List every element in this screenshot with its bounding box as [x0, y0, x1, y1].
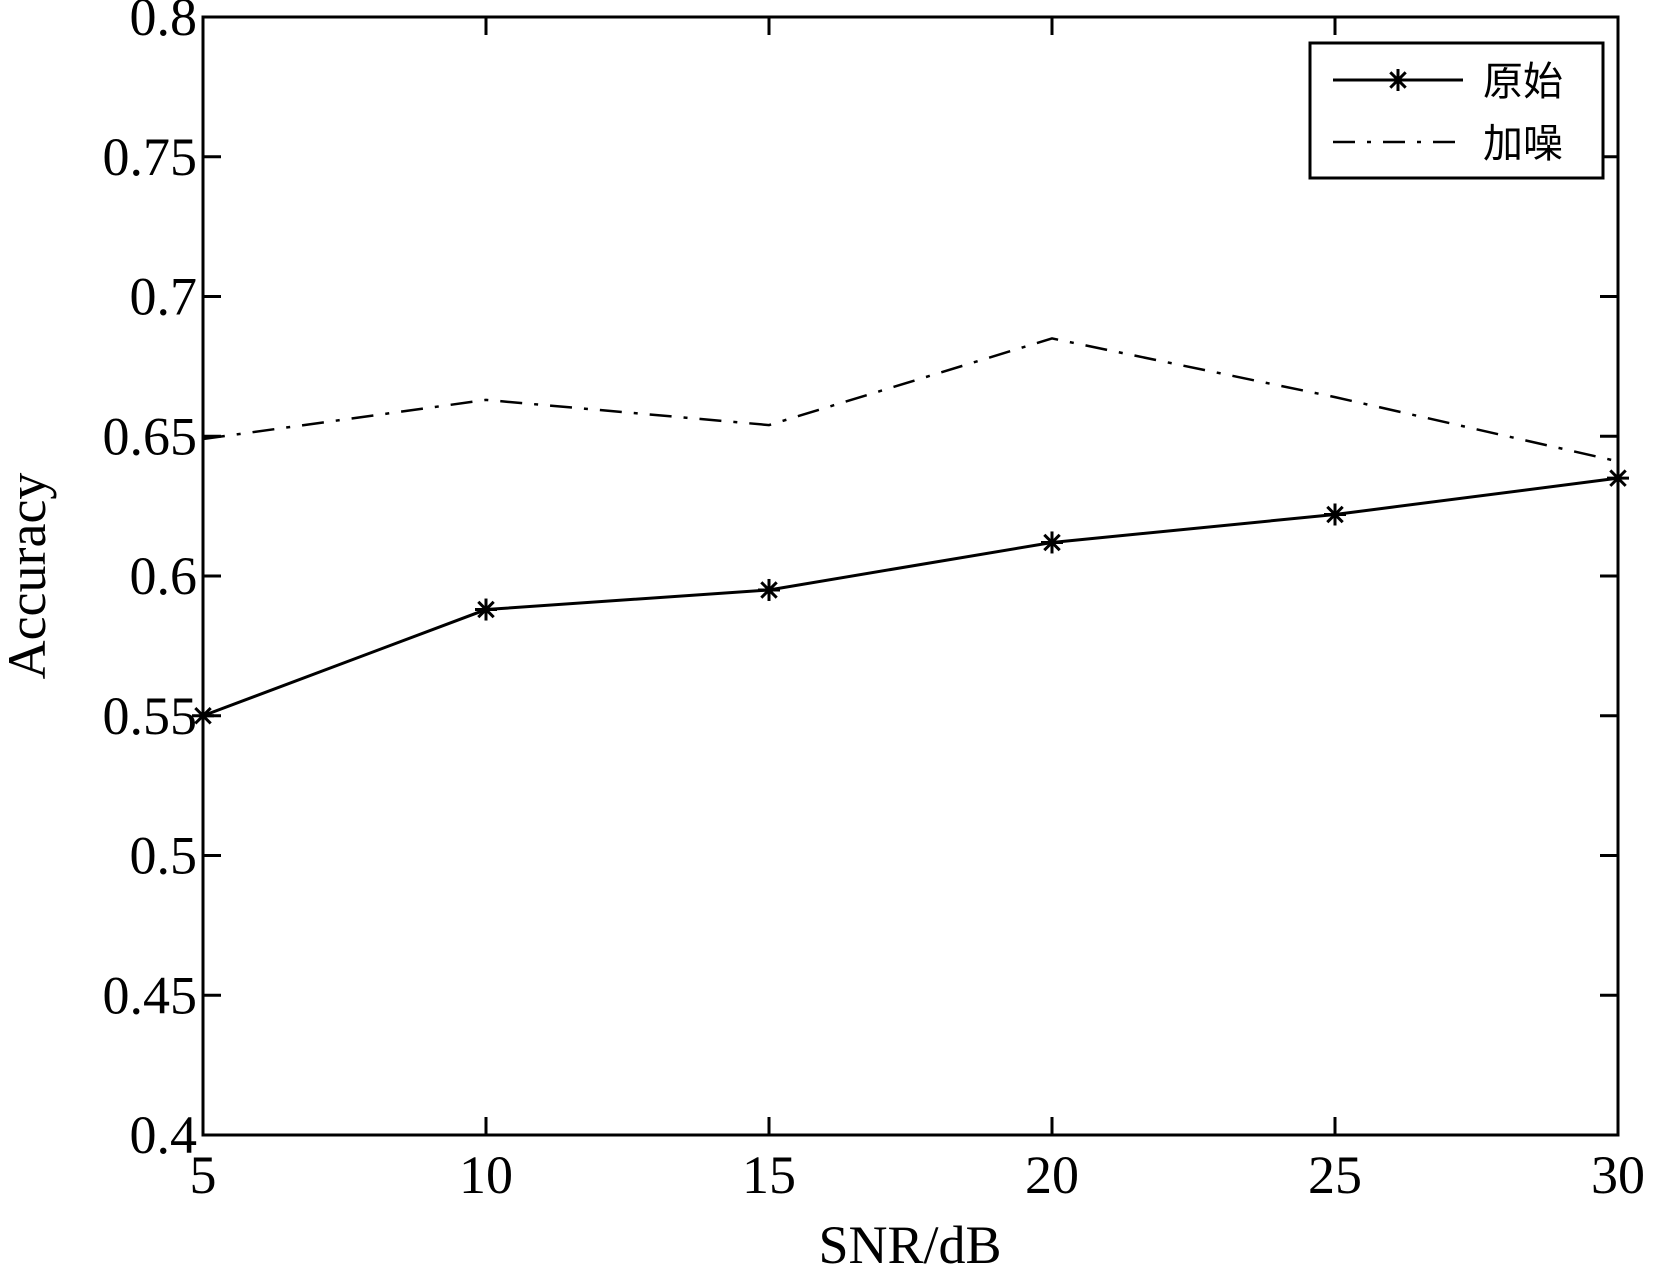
- x-tick-label: 5: [190, 1145, 217, 1205]
- series-line-original: [202, 476, 1619, 718]
- data-point-original: [475, 598, 497, 621]
- x-tick-labels: 5 10 15 20 25 30: [190, 1145, 1646, 1205]
- series-layer: [192, 337, 1629, 727]
- x-tick-label: 25: [1308, 1145, 1362, 1205]
- data-point-original: [1041, 531, 1063, 554]
- data-point-original: [758, 578, 780, 601]
- axis-ticks: [201, 15, 1620, 1137]
- y-tick-label: 0.6: [130, 546, 198, 606]
- x-tick-label: 20: [1025, 1145, 1079, 1205]
- series-line-noisy: [202, 337, 1619, 463]
- y-tick-label: 0.7: [130, 267, 198, 327]
- legend-star: [1387, 69, 1409, 91]
- x-tick-label: 30: [1591, 1145, 1645, 1205]
- y-tick-label: 0.5: [130, 826, 198, 886]
- y-tick-label: 0.4: [130, 1105, 198, 1165]
- y-tick-label: 0.45: [103, 965, 198, 1025]
- data-point-original: [1324, 503, 1346, 526]
- plot-frame: [201, 15, 1620, 1137]
- x-tick-label: 10: [459, 1145, 513, 1205]
- x-axis-title: SNR/dB: [818, 1215, 1001, 1267]
- y-axis-title: Accuracy: [0, 473, 57, 680]
- y-tick-label: 0.55: [103, 686, 198, 746]
- x-tick-label: 15: [742, 1145, 796, 1205]
- legend-label-original: 原始: [1483, 59, 1563, 105]
- y-tick-label: 0.65: [103, 406, 198, 466]
- legend-star-marker: [1387, 69, 1409, 91]
- y-tick-label: 0.8: [130, 0, 198, 47]
- legend-box: [1308, 41, 1605, 180]
- y-tick-labels: 0.4 0.45 0.5 0.55 0.6 0.65 0.7 0.75 0.8: [103, 0, 198, 1165]
- legend: 原始 加噪: [1308, 41, 1605, 180]
- y-tick-label: 0.75: [103, 127, 198, 187]
- legend-label-noisy: 加噪: [1483, 121, 1563, 167]
